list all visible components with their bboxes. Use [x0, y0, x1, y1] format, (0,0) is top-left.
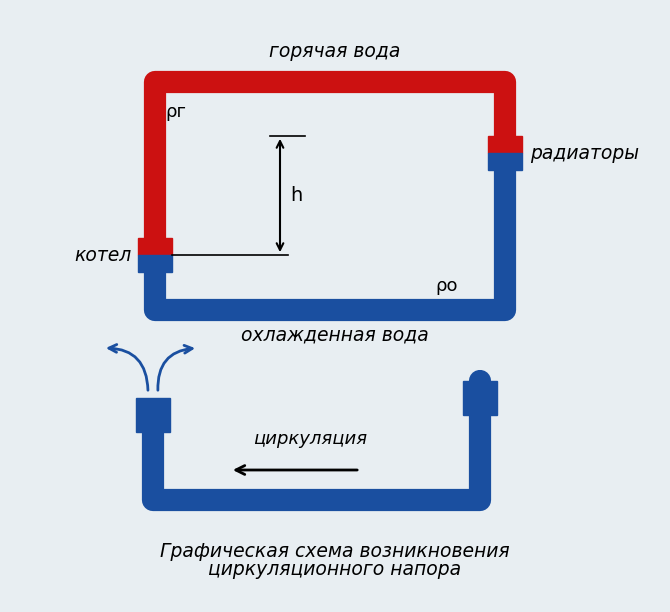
Bar [488, 136, 522, 153]
Text: h: h [290, 186, 302, 205]
Text: циркуляционного напора: циркуляционного напора [208, 560, 462, 579]
Text: Графическая схема возникновения: Графическая схема возникновения [160, 542, 510, 561]
Text: охлажденная вода: охлажденная вода [241, 325, 429, 344]
Text: ρо: ρо [435, 277, 458, 295]
FancyArrowPatch shape [158, 345, 192, 390]
FancyArrowPatch shape [109, 345, 148, 390]
Text: радиаторы: радиаторы [530, 143, 639, 163]
Text: горячая вода: горячая вода [269, 42, 401, 61]
Text: циркуляция: циркуляция [253, 430, 367, 448]
Text: ρг: ρг [165, 103, 186, 121]
Text: котел: котел [75, 245, 132, 264]
Bar [138, 238, 172, 255]
Bar [136, 398, 170, 432]
Bar [463, 381, 497, 415]
Bar [488, 153, 522, 170]
Bar [138, 255, 172, 272]
